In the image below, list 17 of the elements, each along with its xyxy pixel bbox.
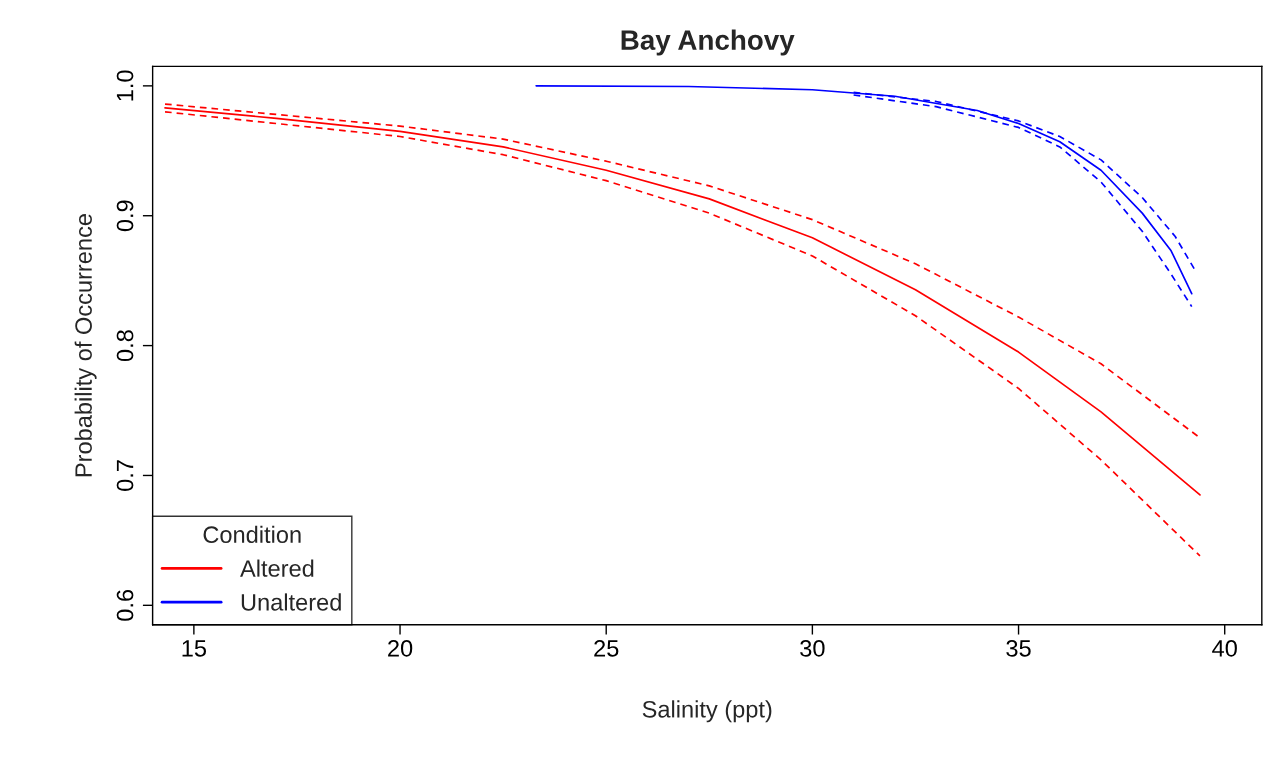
legend-title: Condition — [203, 525, 301, 544]
legend-label: Unaltered — [241, 593, 341, 611]
x-tick-label: 20 — [388, 640, 413, 657]
x-tick-label: 15 — [182, 640, 207, 657]
x-tick-label: 25 — [594, 640, 619, 657]
chart-title: Bay Anchovy — [621, 29, 795, 56]
y-axis-title: Probability of Occurrence — [74, 214, 97, 477]
x-tick-label: 35 — [1006, 640, 1031, 657]
y-tick-label: 1.0 — [116, 70, 134, 101]
x-tick-label: 30 — [800, 640, 825, 657]
x-tick-label: 40 — [1212, 640, 1237, 657]
x-axis-title: Salinity (ppt) — [642, 700, 772, 723]
y-tick-label: 0.7 — [116, 460, 134, 491]
y-tick-label: 0.9 — [116, 200, 134, 232]
y-tick-label: 0.8 — [116, 330, 134, 362]
legend-label: Altered — [240, 559, 314, 577]
y-tick-label: 0.6 — [116, 589, 134, 621]
